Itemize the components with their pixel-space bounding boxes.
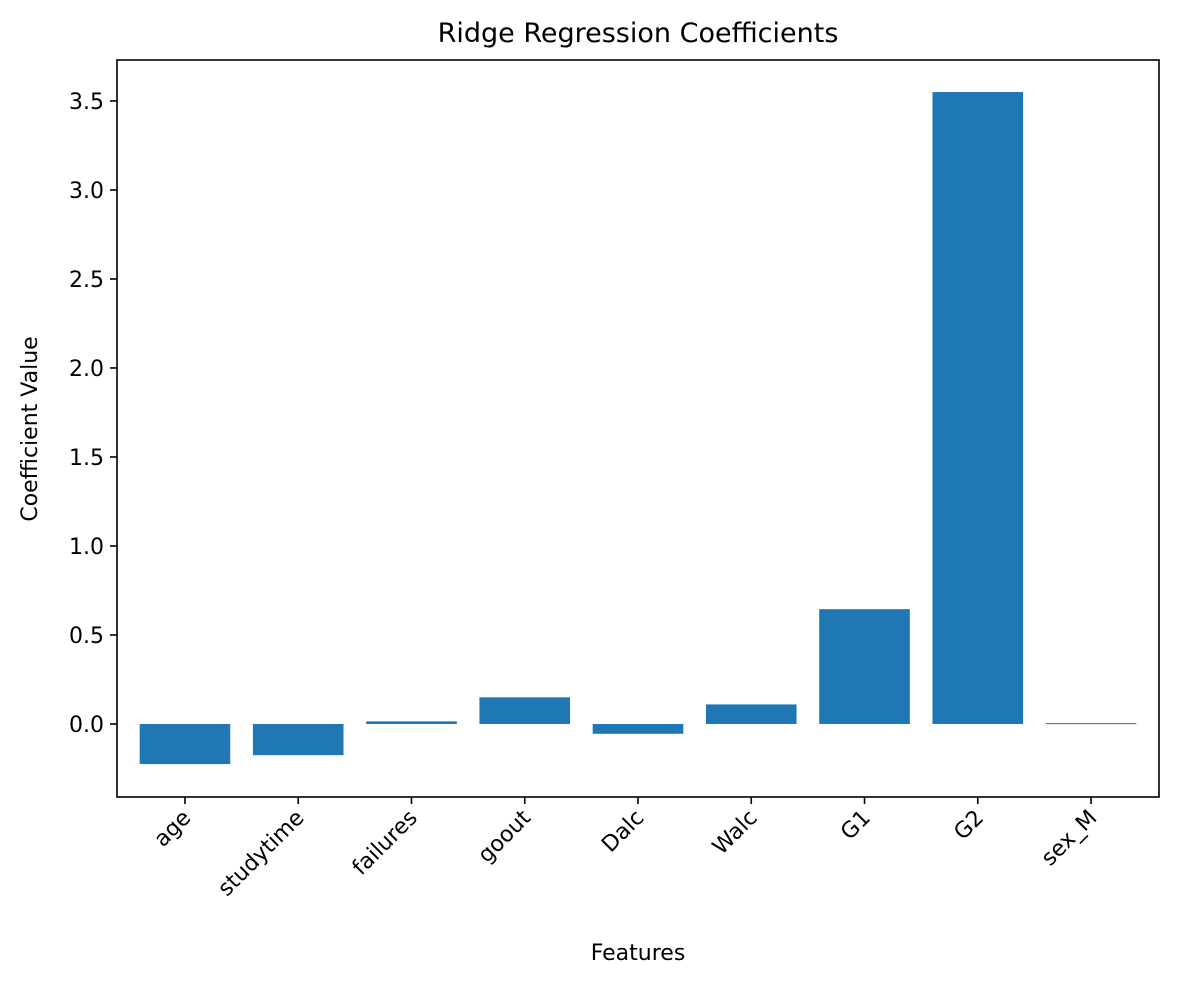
y-tick-label: 2.5 — [69, 268, 104, 293]
x-tick-label: sex_M — [1037, 806, 1102, 871]
bar-age — [139, 724, 231, 765]
y-axis-label: Coefficient Value — [18, 336, 43, 521]
x-tick-label: goout — [473, 805, 536, 868]
y-tick-label: 2.0 — [69, 357, 104, 382]
y-tick-label: 0.0 — [69, 713, 104, 738]
x-tick-label: G2 — [949, 806, 989, 846]
x-tick-label: age — [150, 806, 197, 853]
bar-walc — [705, 704, 797, 725]
bar-sex-m — [1045, 723, 1137, 725]
bar-dalc — [592, 724, 684, 734]
bar-g1 — [819, 609, 910, 725]
bar-studytime — [252, 724, 344, 756]
y-tick-label: 0.5 — [69, 624, 104, 649]
bar-failures — [366, 721, 457, 725]
chart-title: Ridge Regression Coefficients — [438, 18, 839, 49]
x-tick-label: failures — [348, 806, 423, 881]
x-tick-label: G1 — [836, 806, 876, 846]
bar-g2 — [932, 92, 1024, 725]
y-tick-label: 1.5 — [69, 446, 104, 471]
y-axis-ticks: 0.0 0.5 1.0 1.5 2.0 2.5 3.0 3.5 — [69, 90, 117, 738]
bar-goout — [479, 697, 571, 725]
y-tick-label: 1.0 — [69, 535, 104, 560]
x-tick-label: Walc — [708, 806, 762, 860]
x-tick-label: Dalc — [597, 806, 649, 858]
bars-layer — [139, 92, 1137, 765]
x-axis-label: Features — [591, 941, 686, 966]
plot-area-frame — [116, 59, 1160, 798]
x-tick-label: studytime — [213, 806, 309, 902]
y-tick-label: 3.5 — [69, 90, 104, 115]
x-axis-ticks: age studytime failures goout Dalc Walc G1 G2 sex… — [150, 797, 1102, 902]
y-tick-label: 3.0 — [69, 179, 104, 204]
